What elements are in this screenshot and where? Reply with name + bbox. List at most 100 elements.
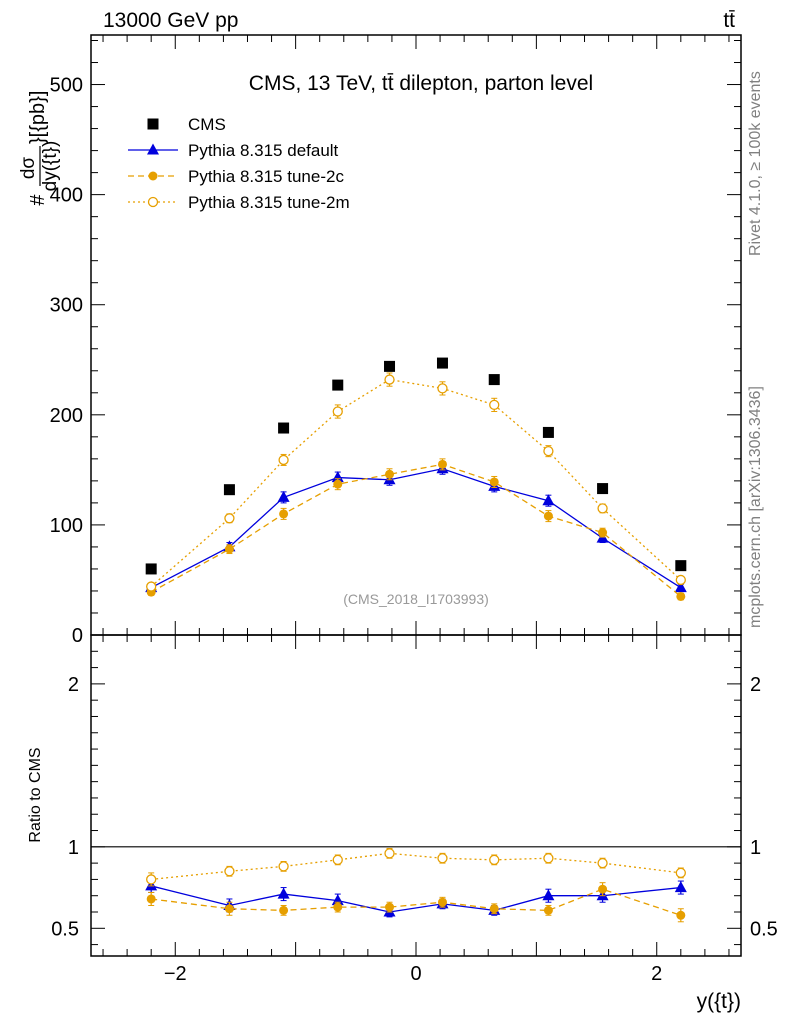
ratio-pythia-8-315-tune-2c-point bbox=[333, 902, 343, 912]
main-y-axis: 0 100 200 300 400 500 bbox=[50, 40, 741, 647]
ratio-pythia-8-315-tune-2m-point bbox=[332, 854, 343, 866]
main-pythia-8-315-tune-2c-point bbox=[489, 477, 499, 487]
main-pythia-8-315-default-point bbox=[674, 581, 687, 593]
ratio-y-tick-label: 1 bbox=[68, 837, 79, 859]
ratio-plot-data bbox=[145, 847, 687, 923]
x-axis-label: y({t}) bbox=[697, 990, 741, 1013]
main-pythia-8-315-tune-2m-point bbox=[146, 581, 157, 592]
main-cms-point bbox=[597, 483, 609, 495]
ratio-y-tick-label: 0.5 bbox=[51, 918, 79, 940]
main-pythia-8-315-default-line bbox=[150, 468, 682, 589]
main-pythia-8-315-tune-2c-point bbox=[333, 479, 343, 489]
ratio-pythia-8-315-tune-2m-point bbox=[597, 857, 608, 869]
main-cms-point bbox=[436, 357, 448, 369]
legend-cms-marker bbox=[147, 118, 159, 130]
ratio-pythia-8-315-tune-2c-point bbox=[676, 910, 686, 920]
main-pythia-8-315-tune-2m-line bbox=[150, 378, 682, 588]
main-y-tick-label: 200 bbox=[50, 405, 83, 427]
ratio-y-tick-label-right: 2 bbox=[750, 674, 761, 696]
ratio-pythia-8-315-tune-2c-point bbox=[543, 905, 553, 915]
main-pythia-8-315-tune-2m-point bbox=[437, 383, 448, 394]
legend-pythia-8-315-default-label: Pythia 8.315 default bbox=[188, 141, 339, 160]
main-pythia-8-315-tune-2m-point bbox=[384, 374, 395, 385]
main-cms-point bbox=[542, 426, 554, 438]
main-pythia-8-315-tune-2m-point bbox=[675, 574, 686, 586]
legend-cms-label: CMS bbox=[188, 115, 226, 134]
main-pythia-8-315-tune-2m-point bbox=[332, 406, 343, 417]
main-cms-point bbox=[145, 563, 157, 575]
legend-pythia-8-315-tune-2c-label: Pythia 8.315 tune-2c bbox=[188, 167, 344, 186]
main-y-tick-label: 500 bbox=[50, 75, 83, 97]
ratio-pythia-8-315-tune-2c-point bbox=[489, 904, 499, 914]
main-pythia-8-315-tune-2c-point bbox=[598, 528, 608, 538]
legend: CMS Pythia 8.315 default Pythia 8.315 tune… bbox=[128, 115, 350, 212]
main-pythia-8-315-tune-2c-point bbox=[437, 459, 447, 469]
ratio-pythia-8-315-tune-2c-point bbox=[224, 904, 234, 914]
x-axis: −2 0 2 bbox=[102, 35, 730, 985]
ratio-pythia-8-315-tune-2c-point bbox=[437, 897, 447, 907]
process-label: tt̄ bbox=[723, 9, 735, 32]
y-label-denominator: dy({t}) bbox=[40, 141, 61, 192]
ratio-pythia-8-315-tune-2m-point bbox=[489, 854, 500, 866]
x-tick-label: 0 bbox=[410, 963, 421, 985]
ratio-pythia-8-315-default-point bbox=[277, 887, 290, 899]
main-cms-point bbox=[675, 560, 687, 572]
main-pythia-8-315-tune-2c-point bbox=[385, 469, 395, 479]
ratio-y-axis: 0.5 0.5 1 1 2 2 bbox=[51, 650, 778, 946]
ratio-pythia-8-315-tune-2m-point bbox=[278, 861, 289, 872]
y-label-numerator: dσ bbox=[18, 157, 39, 180]
x-tick-label: −2 bbox=[164, 963, 187, 985]
legend-pythia-8-315-tune-2m-label: Pythia 8.315 tune-2m bbox=[188, 193, 350, 212]
main-cms-point bbox=[332, 379, 344, 391]
y-label-unit: }[{pb}] bbox=[27, 91, 49, 144]
ratio-pythia-8-315-tune-2c-point bbox=[279, 905, 289, 915]
ratio-pythia-8-315-tune-2m-point bbox=[384, 848, 395, 859]
ratio-y-tick-label-right: 0.5 bbox=[750, 918, 778, 940]
main-y-tick-label: 300 bbox=[50, 295, 83, 317]
legend-pythia-8-315-default-marker bbox=[147, 143, 159, 155]
ratio-pythia-8-315-tune-2m-line bbox=[151, 852, 681, 881]
ratio-pythia-8-315-tune-2c-line bbox=[151, 888, 682, 916]
analysis-watermark: (CMS_2018_I1703993) bbox=[343, 591, 489, 607]
main-pythia-8-315-tune-2c-line bbox=[150, 463, 682, 597]
main-pythia-8-315-tune-2c-point bbox=[279, 509, 289, 519]
rivet-version-label: Rivet 4.1.0, ≥ 100k events bbox=[747, 71, 764, 256]
main-pythia-8-315-tune-2m-point bbox=[543, 445, 554, 457]
main-pythia-8-315-tune-2m-point bbox=[224, 513, 235, 524]
ratio-pythia-8-315-default-point bbox=[542, 889, 555, 901]
main-pythia-8-315-tune-2m-point bbox=[278, 454, 289, 466]
main-y-tick-label: 0 bbox=[72, 625, 83, 647]
main-cms-point bbox=[384, 360, 396, 372]
ratio-pythia-8-315-default-line bbox=[151, 885, 681, 913]
ratio-pythia-8-315-tune-2c-point bbox=[598, 884, 608, 894]
main-cms-point bbox=[223, 484, 235, 496]
main-y-tick-label: 400 bbox=[50, 185, 83, 207]
ratio-pythia-8-315-tune-2m-point bbox=[224, 866, 235, 877]
main-pythia-8-315-tune-2c-point bbox=[543, 511, 553, 521]
main-y-axis-label: # dσ dy({t}) }[{pb}] bbox=[18, 91, 61, 206]
legend-pythia-8-315-tune-2c-marker bbox=[148, 171, 158, 181]
main-plot-data bbox=[145, 357, 687, 601]
ratio-y-axis-label: Ratio to CMS bbox=[27, 747, 44, 842]
plot-title: CMS, 13 TeV, tt̄ dilepton, parton level bbox=[249, 72, 593, 95]
ratio-y-tick-label: 2 bbox=[68, 674, 79, 696]
ratio-y-tick-label-right: 1 bbox=[750, 837, 761, 859]
main-pythia-8-315-default-point bbox=[542, 494, 555, 506]
x-tick-label: 2 bbox=[651, 963, 662, 985]
mcplots-label: mcplots.cern.ch [arXiv:1306.3436] bbox=[747, 386, 764, 628]
ratio-pythia-8-315-tune-2c-point bbox=[385, 902, 395, 912]
main-pythia-8-315-tune-2m-point bbox=[489, 399, 500, 411]
ratio-pythia-8-315-tune-2m-point bbox=[675, 867, 686, 879]
y-label-hash: # bbox=[27, 194, 49, 206]
ratio-pythia-8-315-tune-2m-point bbox=[437, 853, 448, 864]
main-y-tick-label: 100 bbox=[50, 515, 83, 537]
main-cms-point bbox=[278, 422, 290, 434]
main-pythia-8-315-default-point bbox=[331, 471, 344, 483]
main-cms-point bbox=[488, 374, 500, 386]
main-pythia-8-315-default-point bbox=[277, 490, 290, 502]
legend-pythia-8-315-tune-2m-marker bbox=[147, 196, 159, 208]
main-pythia-8-315-tune-2c-point bbox=[676, 591, 686, 601]
main-pythia-8-315-tune-2m-point bbox=[597, 503, 608, 514]
ratio-pythia-8-315-default-point bbox=[674, 881, 687, 893]
